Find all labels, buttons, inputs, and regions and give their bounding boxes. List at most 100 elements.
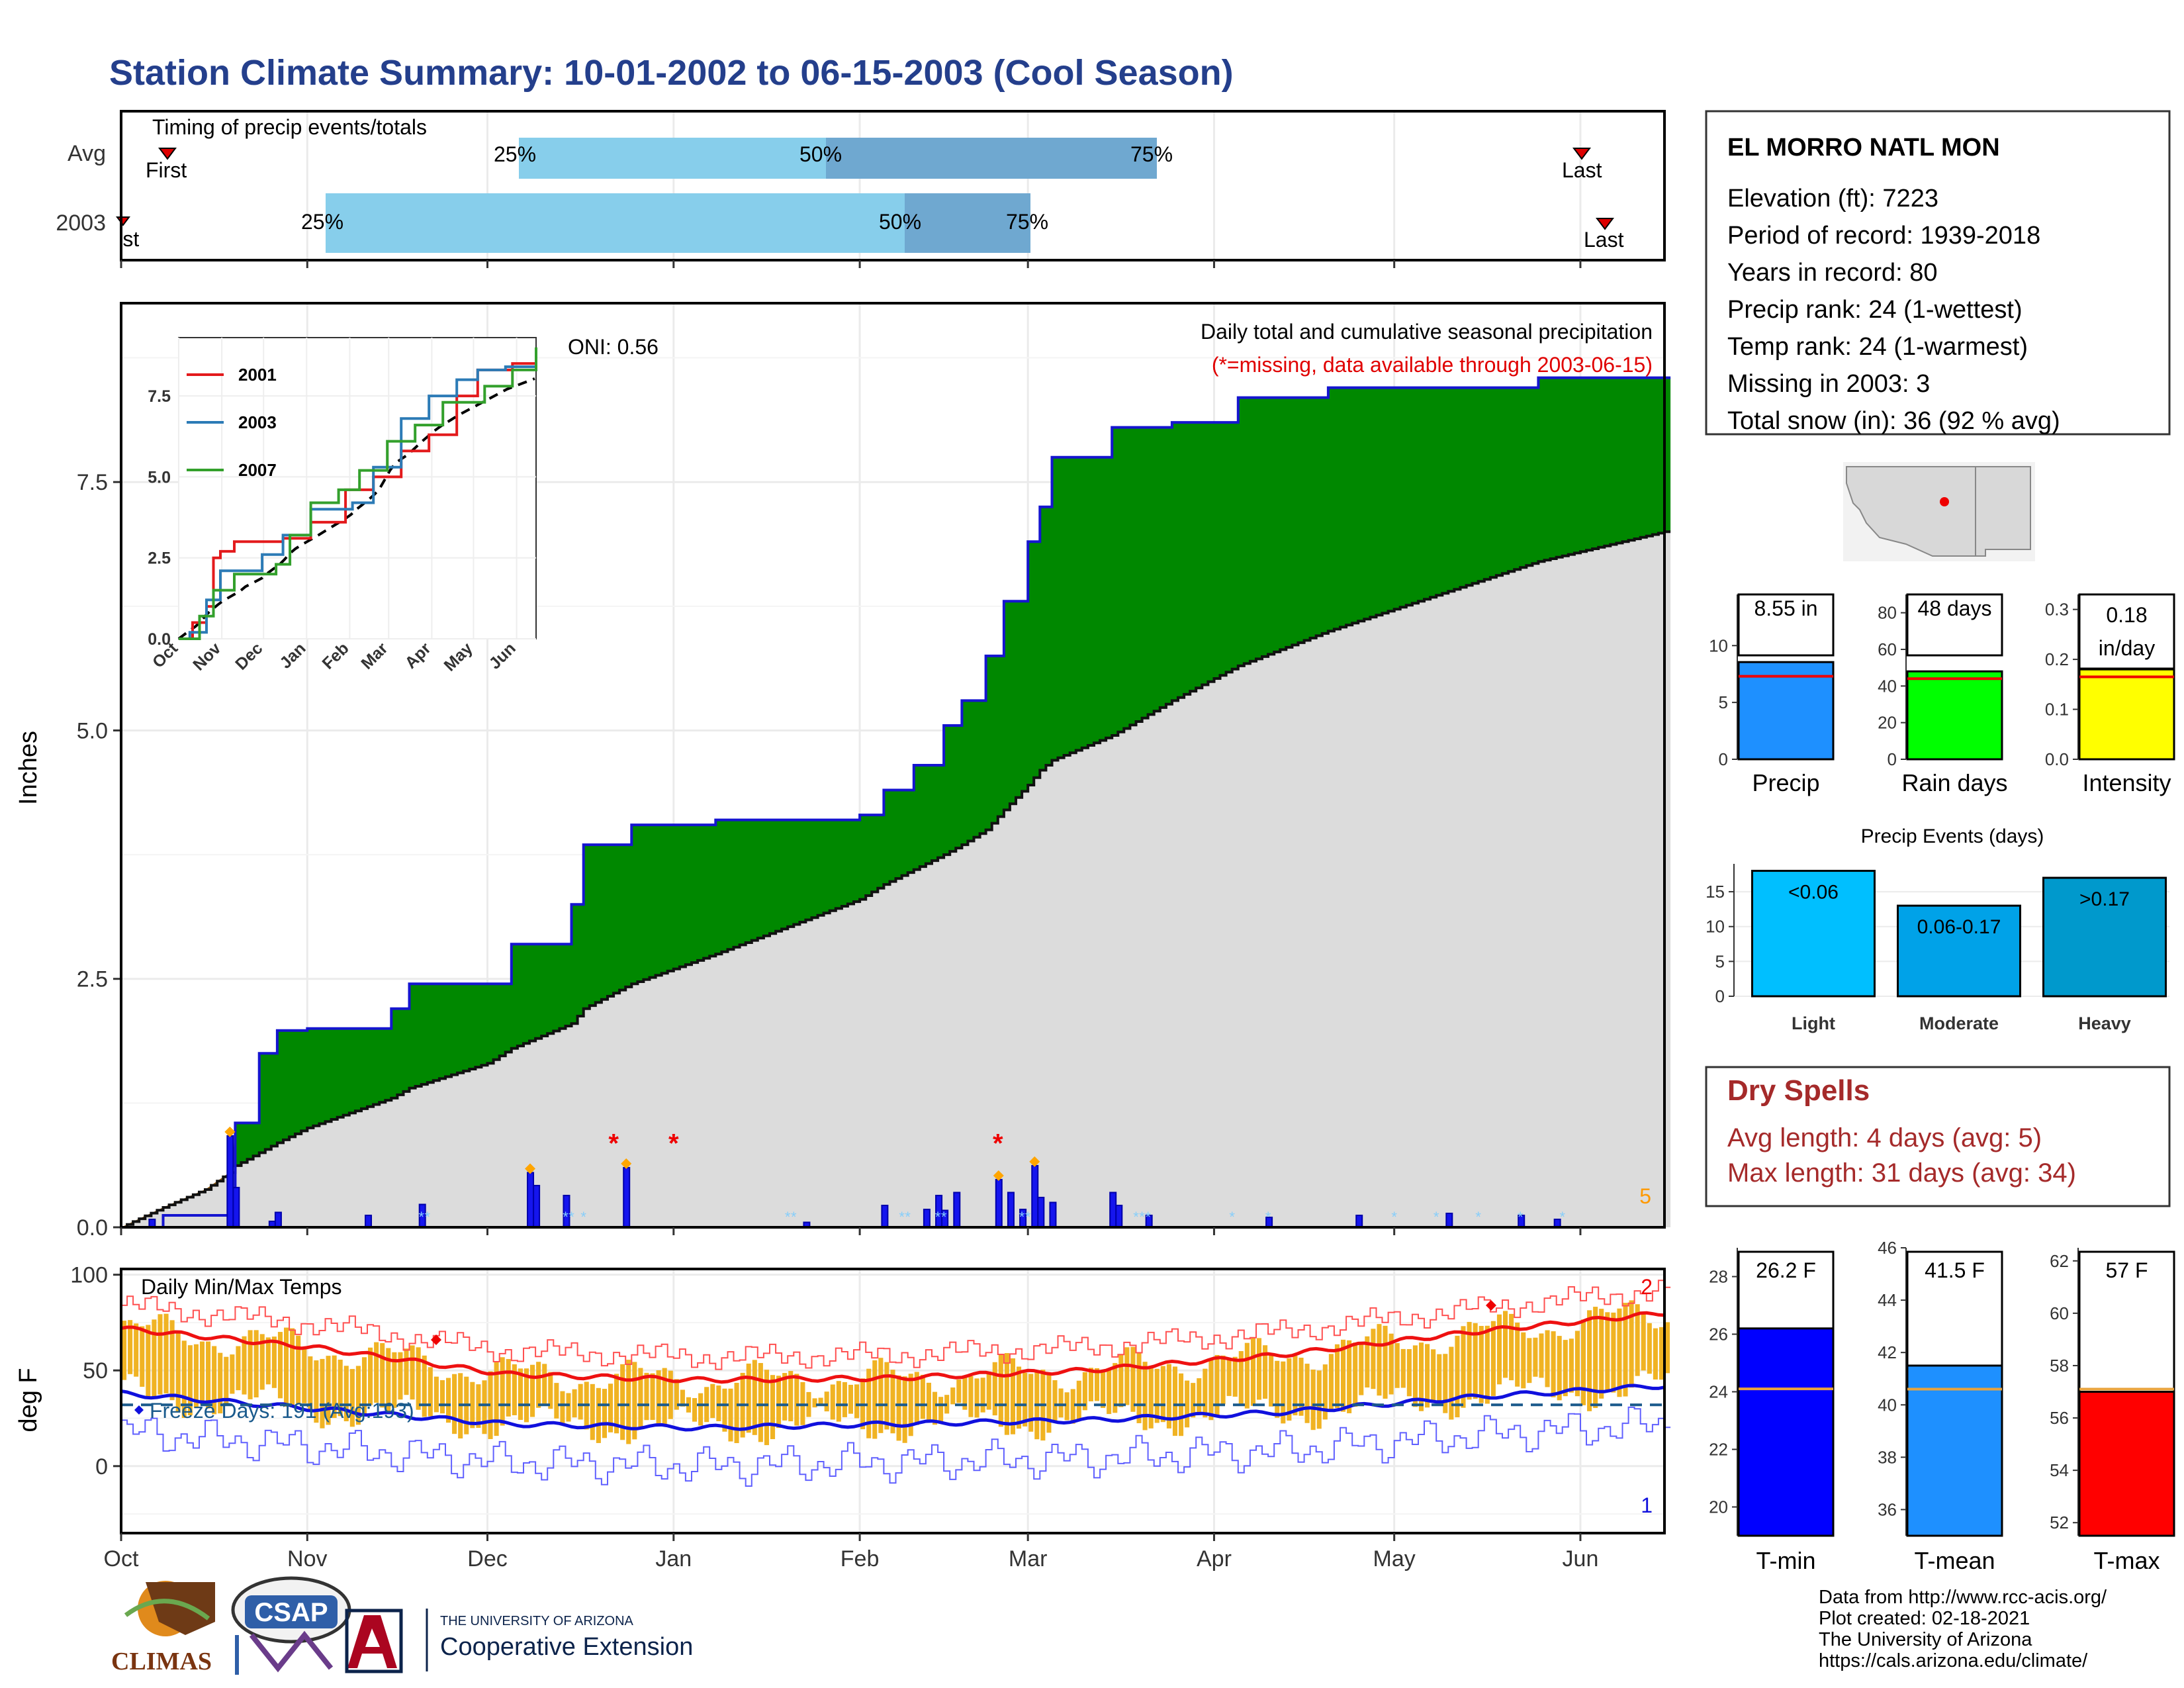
daily-temp-bar xyxy=(902,1376,907,1443)
snow-marker: * xyxy=(935,1209,941,1225)
missing-day-marker: * xyxy=(993,1129,1003,1158)
daily-temp-bar xyxy=(578,1383,583,1420)
inset-legend-label: 2007 xyxy=(238,460,277,480)
daily-temp-bar xyxy=(848,1384,854,1414)
daily-temp-bar xyxy=(361,1357,367,1415)
inset-ytick-label: 2.5 xyxy=(148,549,171,568)
daily-temp-bar xyxy=(956,1380,962,1403)
snow-marker: * xyxy=(1145,1209,1151,1225)
daily-temp-bar xyxy=(308,1356,313,1412)
daily-temp-bar xyxy=(271,1336,277,1388)
daily-temp-bar xyxy=(782,1373,788,1421)
timing-row-2003: 2003 xyxy=(56,211,106,236)
csap-text: CSAP xyxy=(254,1598,328,1627)
daily-temp-bar xyxy=(181,1340,187,1418)
y2003-precip-25-50-bar xyxy=(326,193,905,253)
events-bar-name: Moderate xyxy=(1919,1013,1999,1033)
daily-temp-bar xyxy=(626,1360,631,1444)
daily-precip-bar xyxy=(1109,1192,1117,1229)
daily-temp-bar xyxy=(1191,1383,1196,1418)
temp-summary-bar-T-mean xyxy=(1906,1364,2003,1537)
daily-temp-bar xyxy=(884,1362,889,1430)
daily-temp-bar xyxy=(1437,1354,1442,1405)
daily-temp-bar xyxy=(1214,1354,1220,1415)
precip-ytick-label: 5.0 xyxy=(77,718,108,743)
cumulative-precip-line xyxy=(121,376,1671,1229)
daily-precip-bar xyxy=(274,1211,282,1229)
daily-temp-bar xyxy=(1449,1346,1454,1420)
temp-summary-value-label: 57 F xyxy=(2105,1258,2148,1282)
temp-summary-ytick-label: 56 xyxy=(2050,1408,2069,1428)
summary-ytick-label: 60 xyxy=(1878,639,1897,659)
temp-summary-bar-name: T-min xyxy=(1756,1547,1816,1574)
daily-temp-bar xyxy=(1461,1326,1466,1408)
daily-temp-bar xyxy=(1076,1380,1081,1421)
daily-temp-bar xyxy=(1250,1337,1255,1406)
temp-summary-ytick-label: 62 xyxy=(2050,1251,2069,1271)
snow-marker: * xyxy=(1433,1209,1439,1225)
daily-temp-bar xyxy=(488,1371,493,1439)
summary-ytick-label: 0.2 xyxy=(2045,649,2069,669)
climas-swoosh-icon xyxy=(124,1599,210,1620)
daily-temp-bar xyxy=(908,1374,913,1436)
daily-temp-bar xyxy=(1322,1364,1328,1420)
record-min-line xyxy=(121,1406,1671,1487)
daily-temp-bar xyxy=(1509,1313,1514,1381)
snow-marker: * xyxy=(1025,1209,1031,1225)
daily-temp-bar xyxy=(572,1389,577,1418)
summary-value-box xyxy=(2078,593,2175,670)
daily-temp-bar xyxy=(896,1375,901,1441)
daily-temp-bar xyxy=(326,1356,331,1425)
precip-note: Daily total and cumulative seasonal prec… xyxy=(1201,320,1653,344)
snow-marker: * xyxy=(1391,1209,1397,1225)
y2003-last-marker xyxy=(1596,218,1614,230)
daily-temp-bar xyxy=(890,1370,895,1434)
daily-temp-bar xyxy=(152,1319,157,1399)
daily-precip-bar xyxy=(232,1186,240,1229)
temp-summary-bar-name: T-mean xyxy=(1914,1547,1995,1574)
summary-ytick-label: 0 xyxy=(1888,749,1897,769)
footer-credit-line: Data from http://www.rcc-acis.org/ xyxy=(1819,1587,2107,1608)
dry-spells-avg: Avg length: 4 days (avg: 5) xyxy=(1727,1123,2042,1152)
daily-temp-bar xyxy=(1334,1344,1340,1409)
daily-temp-bar xyxy=(1371,1329,1376,1389)
daily-temp-bar xyxy=(1046,1372,1052,1433)
daily-temp-bar xyxy=(998,1354,1003,1427)
daily-temp-bar xyxy=(932,1391,938,1425)
snow-marker: * xyxy=(941,1209,947,1225)
daily-temp-bar xyxy=(404,1348,409,1395)
csap-mountain-icon xyxy=(249,1630,334,1673)
temp-corner-top: 2 xyxy=(1641,1275,1653,1299)
daily-temp-bar xyxy=(1052,1380,1058,1423)
daily-temp-bar xyxy=(1142,1362,1148,1430)
snow-marker: * xyxy=(1265,1209,1271,1225)
summary-value-label: 48 days xyxy=(1917,596,1991,620)
daily-temp-bar xyxy=(986,1371,991,1410)
daily-temp-bar xyxy=(542,1364,547,1404)
daily-temp-bar xyxy=(230,1354,235,1394)
summary-ytick-label: 0.0 xyxy=(2045,749,2069,769)
daily-temp-bar xyxy=(746,1363,751,1433)
daily-temp-bar xyxy=(734,1382,739,1444)
average-min-line xyxy=(120,1383,1665,1432)
avg-last-label: Last xyxy=(1562,158,1602,182)
daily-temp-bar xyxy=(476,1384,481,1428)
daily-temp-bar xyxy=(422,1355,427,1417)
summary-value-unit: in/day xyxy=(2099,636,2155,660)
summary-bar-name: Precip xyxy=(1752,769,1819,796)
daily-temp-bar xyxy=(752,1360,757,1435)
daily-temp-bar xyxy=(1088,1368,1093,1401)
station-info-line: Elevation (ft): 7223 xyxy=(1727,185,1938,212)
daily-temp-bar xyxy=(926,1382,931,1421)
daily-temp-bar xyxy=(296,1335,301,1403)
y2003-last-label: Last xyxy=(1584,228,1624,252)
daily-temp-bar xyxy=(1136,1352,1142,1423)
daily-temp-bar xyxy=(692,1398,698,1422)
summary-ytick-label: 80 xyxy=(1878,603,1897,623)
daily-temp-bar xyxy=(680,1389,685,1407)
daily-temp-bar xyxy=(1484,1325,1490,1404)
daily-precip-max-marker xyxy=(224,1126,236,1137)
daily-temp-bar xyxy=(500,1357,505,1426)
timing-panel-frame xyxy=(120,110,1666,261)
x-tick-label: Oct xyxy=(104,1546,139,1571)
